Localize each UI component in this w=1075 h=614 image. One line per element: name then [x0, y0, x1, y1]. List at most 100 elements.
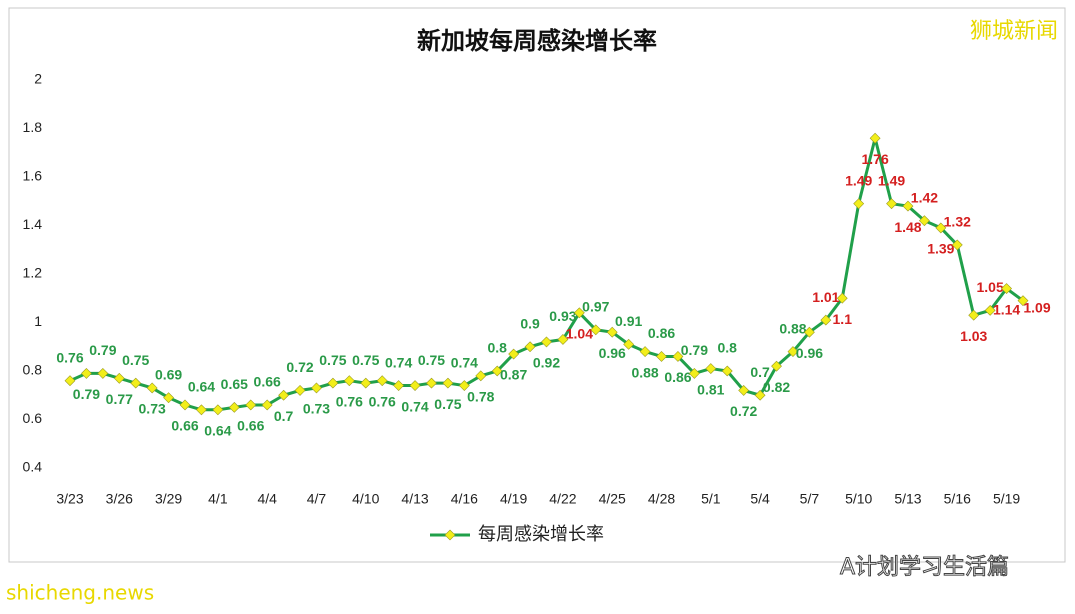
data-label: 0.82	[763, 379, 790, 395]
x-tick-label: 4/25	[599, 491, 626, 507]
x-tick-label: 4/10	[352, 491, 379, 507]
data-label: 0.91	[615, 313, 642, 329]
data-point	[721, 365, 733, 377]
data-label: 0.76	[56, 349, 83, 365]
data-point	[918, 215, 930, 227]
x-tick-label: 4/4	[257, 491, 277, 507]
watermark: 狮城新闻	[970, 19, 1058, 44]
data-label: 0.66	[171, 418, 198, 434]
chart-title: 新加坡每周感染增长率	[417, 27, 657, 55]
y-tick-label: 1.6	[23, 168, 43, 184]
data-label: 0.87	[500, 367, 527, 383]
chart-frame	[8, 7, 1066, 563]
y-tick-label: 1.2	[23, 265, 43, 281]
data-point	[196, 404, 207, 416]
data-point	[820, 314, 832, 326]
data-label: 1.49	[878, 172, 905, 188]
data-point	[97, 368, 109, 379]
data-point	[261, 399, 273, 411]
data-point	[343, 375, 355, 387]
data-point	[623, 338, 635, 350]
data-point	[738, 384, 750, 396]
data-label: 0.74	[401, 398, 428, 414]
data-label: 0.64	[188, 379, 215, 395]
data-label: 0.88	[779, 320, 806, 336]
y-tick-label: 0.4	[23, 459, 43, 475]
x-tick-label: 3/23	[56, 491, 83, 507]
data-label: 0.75	[418, 352, 445, 368]
legend-label: 每周感染增长率	[478, 524, 604, 545]
data-label: 1.01	[812, 289, 839, 305]
data-label: 0.74	[451, 354, 478, 370]
data-label: 0.96	[796, 345, 823, 361]
data-point	[672, 351, 684, 362]
data-point	[656, 351, 667, 362]
data-point	[130, 377, 142, 389]
data-label: 0.76	[369, 393, 396, 409]
data-label: 0.93	[549, 308, 576, 324]
data-label: 1.48	[894, 219, 921, 235]
data-point	[508, 348, 520, 360]
data-point	[212, 404, 224, 416]
data-point	[64, 375, 76, 387]
data-point	[787, 346, 799, 358]
x-tick-label: 3/26	[106, 491, 133, 507]
y-tick-label: 1.4	[23, 216, 43, 232]
data-point	[360, 377, 372, 389]
data-label: 0.64	[204, 423, 231, 439]
data-point	[984, 304, 996, 316]
data-label: 0.66	[237, 418, 264, 434]
data-label: 0.86	[648, 325, 675, 341]
y-tick-label: 0.6	[23, 410, 43, 426]
data-label: 0.96	[599, 345, 626, 361]
data-point	[869, 132, 881, 144]
data-label: 0.73	[303, 401, 330, 417]
data-point	[886, 198, 897, 210]
data-point	[426, 377, 437, 389]
data-point	[327, 377, 339, 389]
data-label: 1.32	[944, 214, 971, 230]
data-point	[475, 370, 487, 382]
data-label: 1.39	[927, 241, 954, 257]
x-tick-label: 3/29	[155, 491, 182, 507]
data-point	[590, 324, 602, 336]
data-point	[294, 384, 306, 396]
data-point	[754, 389, 766, 401]
data-label: 1.09	[1023, 299, 1050, 315]
data-point	[163, 392, 175, 404]
data-label: 1.49	[845, 172, 872, 188]
data-label: 0.75	[122, 352, 149, 368]
data-point	[968, 309, 980, 321]
data-label: 0.81	[697, 381, 724, 397]
data-point	[81, 368, 92, 379]
data-label: 0.69	[155, 366, 182, 382]
wechat-credit: A计划学习生活篇	[840, 555, 1009, 580]
data-point	[836, 292, 848, 304]
data-point	[458, 380, 470, 391]
x-tick-label: 4/1	[208, 491, 228, 507]
data-point	[1001, 283, 1012, 294]
data-label: 0.86	[664, 369, 691, 385]
data-label: 1.03	[960, 328, 987, 344]
data-point	[688, 368, 700, 379]
data-label: 1.42	[911, 189, 938, 205]
data-point	[935, 222, 947, 234]
y-tick-label: 0.8	[23, 362, 43, 378]
x-tick-label: 4/22	[549, 491, 576, 507]
y-tick-label: 2	[34, 71, 42, 87]
source-site: shicheng.news	[6, 581, 154, 605]
y-tick-label: 1.8	[23, 119, 43, 135]
data-point	[113, 372, 125, 384]
data-label: 0.65	[221, 376, 248, 392]
data-point	[311, 382, 322, 394]
data-label: 0.97	[582, 298, 609, 314]
data-label: 1.14	[993, 301, 1020, 317]
data-point	[442, 377, 454, 389]
data-label: 0.66	[254, 374, 281, 390]
data-point	[951, 239, 963, 251]
data-label: 1.76	[861, 151, 888, 167]
x-tick-label: 5/19	[993, 491, 1020, 507]
x-tick-label: 4/28	[648, 491, 675, 507]
data-point	[179, 399, 191, 411]
